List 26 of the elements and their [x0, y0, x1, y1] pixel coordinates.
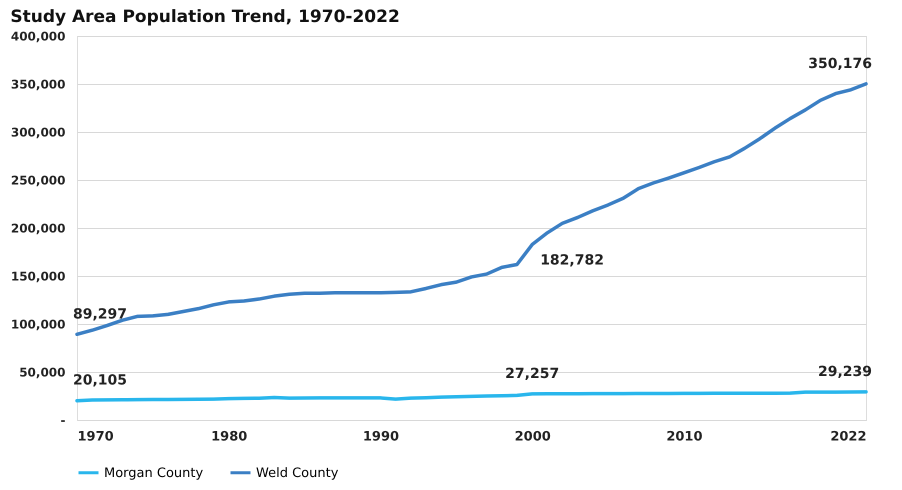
annotation: 89,297: [73, 306, 128, 322]
y-tick-label: -: [60, 414, 66, 428]
legend-label: Weld County: [256, 466, 339, 481]
x-tick-label: 2010: [666, 430, 703, 444]
x-tick-label: 1970: [78, 430, 114, 444]
annotation: 20,105: [73, 372, 128, 389]
x-tick-label: 1990: [362, 430, 400, 444]
y-tick-label: 350,000: [10, 78, 66, 92]
y-tick-label: 150,000: [10, 270, 66, 284]
x-tick-label: 2022: [830, 430, 866, 444]
line-series: [75, 390, 868, 402]
y-tick-label: 100,000: [10, 318, 66, 332]
chart-title: Study Area Population Trend, 1970-2022: [10, 7, 400, 27]
legend-label: Morgan County: [104, 466, 204, 481]
annotation: 27,257: [505, 366, 560, 382]
y-tick-label: 400,000: [10, 30, 66, 44]
x-tick-label: 2000: [514, 430, 551, 444]
line-series: [75, 82, 868, 336]
y-tick-label: 250,000: [10, 174, 66, 188]
y-tick-label: 50,000: [19, 366, 66, 380]
annotation: 182,782: [540, 252, 604, 269]
y-tick-label: 300,000: [10, 126, 66, 140]
annotation: 29,239: [818, 364, 872, 380]
y-tick-label: 200,000: [10, 222, 66, 236]
annotation: 350,176: [808, 56, 872, 72]
x-tick-label: 1980: [211, 430, 248, 444]
